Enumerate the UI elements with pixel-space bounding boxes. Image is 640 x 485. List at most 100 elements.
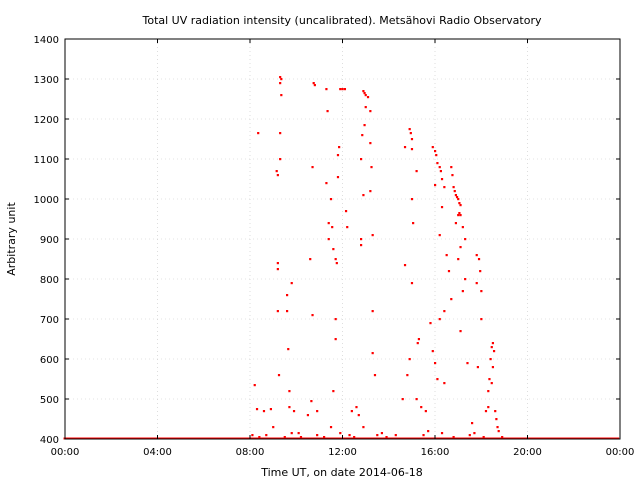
data-point bbox=[431, 350, 434, 353]
data-point bbox=[311, 166, 314, 169]
y-tick-label: 900 bbox=[40, 235, 59, 246]
data-point bbox=[329, 426, 333, 429]
data-point bbox=[455, 196, 459, 199]
data-point bbox=[403, 264, 407, 267]
data-point bbox=[501, 436, 504, 439]
data-point bbox=[454, 222, 458, 225]
data-point bbox=[435, 154, 438, 157]
data-point bbox=[348, 434, 351, 437]
data-point bbox=[422, 434, 425, 437]
data-point bbox=[279, 82, 282, 85]
data-point bbox=[292, 410, 296, 413]
data-point bbox=[376, 434, 379, 437]
data-point bbox=[459, 330, 462, 333]
y-tick-label: 600 bbox=[40, 355, 59, 366]
data-point bbox=[427, 430, 430, 433]
data-point bbox=[468, 434, 471, 437]
data-point bbox=[279, 158, 282, 161]
data-point bbox=[338, 146, 341, 149]
data-point bbox=[434, 362, 437, 365]
data-point bbox=[334, 258, 337, 261]
data-point bbox=[458, 212, 461, 215]
data-point bbox=[450, 298, 453, 301]
data-point bbox=[412, 222, 415, 225]
x-tick-label: 04:00 bbox=[143, 447, 172, 458]
x-tick-label: 00:00 bbox=[606, 447, 635, 458]
data-point bbox=[255, 408, 259, 411]
data-point bbox=[265, 434, 268, 437]
data-point bbox=[495, 418, 498, 421]
data-point bbox=[457, 198, 460, 201]
data-point bbox=[409, 132, 412, 135]
x-tick-label: 00:00 bbox=[51, 447, 80, 458]
data-point bbox=[353, 436, 356, 439]
data-point bbox=[487, 406, 490, 409]
data-point bbox=[380, 432, 384, 435]
data-point bbox=[276, 262, 279, 265]
data-point bbox=[410, 198, 414, 201]
data-point bbox=[450, 166, 453, 169]
data-point bbox=[279, 132, 282, 135]
data-point bbox=[334, 338, 337, 341]
data-point bbox=[272, 426, 275, 429]
data-point bbox=[331, 226, 334, 229]
data-point bbox=[364, 94, 367, 97]
data-point bbox=[410, 138, 414, 141]
data-point bbox=[334, 318, 337, 321]
data-point bbox=[480, 290, 483, 293]
x-tick-label: 12:00 bbox=[328, 447, 357, 458]
data-point bbox=[361, 134, 364, 137]
y-axis-label: Arbitrary unit bbox=[5, 202, 18, 276]
data-point bbox=[416, 342, 419, 345]
data-point bbox=[290, 282, 293, 285]
data-point bbox=[286, 310, 289, 313]
data-point bbox=[277, 374, 281, 377]
data-point bbox=[459, 204, 462, 207]
data-point bbox=[438, 166, 441, 169]
data-point bbox=[497, 430, 500, 433]
data-point bbox=[473, 432, 476, 435]
data-point bbox=[453, 190, 456, 193]
data-point bbox=[341, 88, 344, 91]
x-tick-label: 08:00 bbox=[236, 447, 265, 458]
grid bbox=[65, 39, 620, 439]
data-point bbox=[487, 390, 490, 393]
y-tick-label: 800 bbox=[40, 275, 59, 286]
data-point bbox=[490, 382, 493, 385]
data-point bbox=[327, 238, 330, 241]
data-point bbox=[466, 362, 469, 365]
data-point bbox=[280, 78, 283, 81]
data-point bbox=[480, 318, 483, 321]
data-point bbox=[471, 422, 474, 425]
data-point bbox=[312, 82, 315, 85]
data-point bbox=[484, 410, 488, 413]
data-point bbox=[327, 222, 330, 225]
data-point bbox=[431, 146, 434, 149]
data-point bbox=[461, 226, 464, 229]
data-point bbox=[452, 186, 455, 189]
data-point bbox=[360, 238, 363, 241]
data-point bbox=[496, 426, 499, 429]
data-point bbox=[310, 400, 313, 403]
data-point bbox=[275, 170, 278, 173]
data-point bbox=[488, 378, 491, 381]
data-point bbox=[339, 432, 342, 435]
data-point bbox=[492, 350, 496, 353]
data-point bbox=[415, 170, 418, 173]
data-point bbox=[336, 154, 340, 157]
data-point bbox=[325, 88, 328, 91]
data-point bbox=[464, 238, 467, 241]
data-point bbox=[406, 374, 409, 377]
data-point bbox=[362, 194, 365, 197]
data-point bbox=[408, 128, 411, 131]
data-point bbox=[440, 432, 444, 435]
data-point bbox=[464, 278, 467, 281]
data-point bbox=[443, 382, 446, 385]
data-point bbox=[323, 436, 326, 439]
data-point bbox=[290, 432, 293, 435]
x-axis-label: Time UT, on date 2014-06-18 bbox=[260, 466, 423, 479]
data-point bbox=[363, 124, 366, 127]
